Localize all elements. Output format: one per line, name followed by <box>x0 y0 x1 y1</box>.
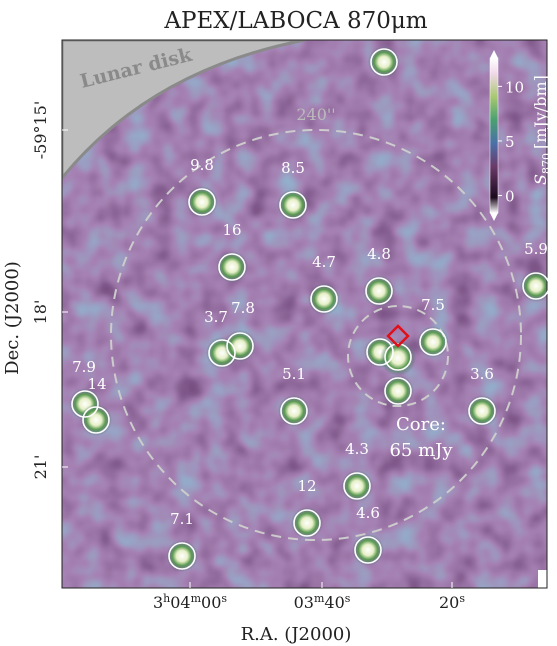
source-flux: 9.8 <box>190 156 214 174</box>
source-blob <box>352 534 384 566</box>
source-flux: 14 <box>87 375 106 393</box>
tick-part: 00 <box>201 593 221 612</box>
colorbar-tick-label: 5 <box>505 133 515 151</box>
source-flux: 7.5 <box>421 296 445 314</box>
source-blob <box>166 540 198 572</box>
source-flux: 4.7 <box>312 253 336 271</box>
source-flux: 4.3 <box>345 440 369 458</box>
tick-part: s <box>345 592 351 605</box>
tick-part: 20 <box>439 593 459 612</box>
source-flux: 5.9 <box>524 240 548 258</box>
source-blob <box>80 404 112 436</box>
source-blob <box>382 375 414 407</box>
tick-part: m <box>314 592 325 605</box>
tick-part: 40 <box>324 593 344 612</box>
source-flux: 3.6 <box>470 365 494 383</box>
x-tick-label: 03m40s <box>294 592 351 612</box>
tick-part: 04 <box>170 593 190 612</box>
source-blob <box>363 275 395 307</box>
title: APEX/LABOCA 870μm <box>163 8 427 34</box>
source-flux: 5.1 <box>282 365 306 383</box>
source-blob <box>277 189 309 221</box>
source-blob <box>216 251 248 283</box>
x-tick-label: 3h04m00s <box>153 592 227 612</box>
source-flux: 8.5 <box>281 159 305 177</box>
tick-part: 3 <box>153 593 163 612</box>
source-flux: 4.8 <box>367 245 391 263</box>
tick-part: s <box>221 592 227 605</box>
tick-part: h <box>163 592 170 605</box>
y-label: Dec. (J2000) <box>2 261 23 375</box>
radius-label: 240'' <box>296 105 335 124</box>
source-flux: 16 <box>222 221 241 239</box>
y-tick-label: 18' <box>31 300 50 325</box>
source-flux: 4.6 <box>356 504 380 522</box>
source-flux: 7.1 <box>170 510 194 528</box>
source-flux: 7.9 <box>72 358 96 376</box>
colorbar-tick-label: 10 <box>505 78 524 96</box>
cb-sub: 870 <box>540 153 553 174</box>
source-blob <box>186 186 218 218</box>
core-flux: 65 mJy <box>389 440 453 461</box>
x-label: R.A. (J2000) <box>241 624 352 645</box>
source-flux: 3.7 <box>204 308 228 326</box>
tick-part: 03 <box>294 593 314 612</box>
source-flux: 7.8 <box>231 299 255 317</box>
edge <box>538 570 547 588</box>
source-blob <box>308 283 340 315</box>
source-blob <box>278 395 310 427</box>
tick-part: s <box>459 592 465 605</box>
tick-part: m <box>191 592 202 605</box>
source-blob <box>368 46 400 78</box>
page: {"chart_data": {"type": "image", "title"… <box>0 0 557 646</box>
core-label: Core: <box>396 414 446 435</box>
cb-symbol: S <box>531 174 550 185</box>
x-tick-label: 20s <box>439 592 465 612</box>
source-blob <box>466 395 498 427</box>
colorbar <box>490 58 498 213</box>
source-blob <box>417 326 449 358</box>
source-blob <box>291 507 323 539</box>
source-blob <box>341 470 373 502</box>
y-tick-label: 21' <box>31 455 50 480</box>
y-tick-label: -59°15' <box>31 101 50 160</box>
figure: APEX/LABOCA 870μm R.A. (J2000) Dec. (J20… <box>0 0 557 646</box>
source-blob <box>224 330 256 362</box>
colorbar-tick-label: 0 <box>505 188 515 206</box>
source-flux: 12 <box>297 477 316 495</box>
cb-unit: [mJy/bm] <box>531 75 550 149</box>
